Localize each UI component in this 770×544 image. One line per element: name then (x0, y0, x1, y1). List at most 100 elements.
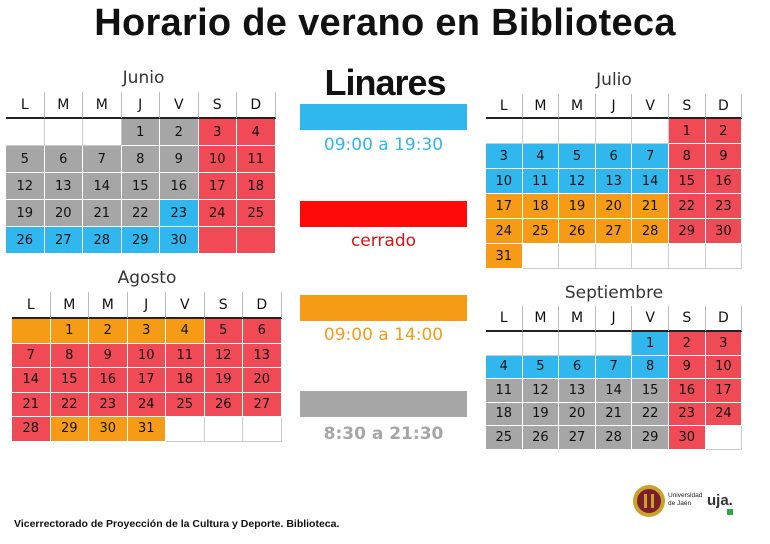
calendar-day-cell: 21 (12, 392, 51, 417)
calendar-day-cell (632, 244, 669, 269)
calendar-day-cell: 3 (486, 144, 523, 169)
calendar-day-cell: 12 (6, 173, 45, 200)
calendar-day-cell: 12 (204, 343, 243, 368)
weekday-header: D (243, 292, 282, 319)
weekday-header: M (89, 292, 128, 319)
calendar-day-cell (559, 119, 596, 144)
calendar-day-cell: 28 (83, 227, 122, 254)
calendar-day-cell: 9 (668, 355, 706, 379)
calendar-day-cell: 5 (6, 146, 45, 173)
calendar-day-cell (705, 244, 743, 269)
weekday-header: V (166, 292, 205, 319)
legend-bar-gray (300, 391, 467, 417)
calendar-day-cell (559, 332, 596, 356)
calendar-day-cell: 30 (705, 219, 743, 244)
calendar-day-cell: 24 (127, 392, 166, 417)
calendar-day-cell: 31 (486, 244, 523, 269)
calendar-day-cell: 14 (83, 173, 122, 200)
calendar-day-cell: 20 (44, 200, 83, 227)
calendar-day-cell: 17 (198, 173, 237, 200)
legend-bar-blue (300, 104, 467, 130)
weekday-header: M (522, 94, 560, 119)
calendar-day-cell: 19 (522, 402, 560, 426)
calendar-day-cell (595, 332, 633, 356)
calendar-day-cell: 11 (486, 379, 523, 403)
calendar-day-cell: 28 (12, 417, 51, 442)
calendar-day-cell: 21 (83, 200, 122, 227)
calendar-day-cell: 13 (243, 343, 282, 368)
calendar-day-cell: 26 (522, 426, 560, 450)
calendar-day-cell: 14 (12, 368, 51, 393)
calendar-day-cell: 19 (204, 368, 243, 393)
calendar-day-cell: 22 (50, 392, 89, 417)
calendar-day-cell: 17 (705, 379, 743, 403)
calendar-day-cell (668, 244, 706, 269)
calendar-day-cell: 23 (89, 392, 128, 417)
calendar-day-cell: 1 (121, 119, 160, 146)
calendar-day-cell: 27 (44, 227, 83, 254)
calendar-day-cell: 9 (705, 144, 743, 169)
calendar-month-name: Agosto (117, 268, 177, 288)
calendar-day-cell (595, 119, 633, 144)
calendar-day-cell (486, 332, 523, 356)
calendar-day-cell: 27 (559, 426, 596, 450)
calendar-day-cell: 6 (595, 144, 633, 169)
calendar-day-cell: 15 (50, 368, 89, 393)
calendar-day-cell: 17 (127, 368, 166, 393)
calendar-day-cell (12, 319, 51, 344)
calendar-day-cell: 27 (595, 219, 633, 244)
university-name-line1: Universidad (668, 492, 703, 499)
calendar-day-cell: 9 (160, 146, 199, 173)
calendar-day-cell (705, 426, 743, 450)
calendar-day-cell: 18 (237, 173, 276, 200)
calendar-day-cell: 5 (559, 144, 596, 169)
calendar-day-cell (6, 119, 45, 146)
calendar-day-cell: 30 (668, 426, 706, 450)
calendar-day-cell: 15 (121, 173, 160, 200)
calendar-day-cell: 2 (160, 119, 199, 146)
calendar-day-cell: 8 (668, 144, 706, 169)
weekday-header: M (50, 292, 89, 319)
legend-label-blue: 09:00 a 19:30 (323, 135, 444, 155)
calendar-day-cell (83, 119, 122, 146)
calendar-day-cell: 3 (705, 332, 743, 356)
calendar-day-cell: 10 (486, 169, 523, 194)
calendar-day-cell: 23 (705, 194, 743, 219)
calendar-day-cell: 13 (44, 173, 83, 200)
calendar-day-cell: 30 (89, 417, 128, 442)
calendar-day-cell: 19 (6, 200, 45, 227)
university-logo: Universidad de Jaén (632, 484, 707, 518)
calendar-day-cell: 16 (705, 169, 743, 194)
calendar-month-name: Junio (122, 68, 165, 88)
university-name-line2: de Jaén (668, 499, 692, 507)
weekday-header: D (705, 306, 743, 332)
legend-bar-red (300, 201, 467, 227)
page-subtitle: Linares (324, 62, 446, 103)
calendar-grid: L M M J V S D 1 2 3 4 5 6 7 8 9 10 11 12 13 14 15 16 17 18 19 20 21… (486, 94, 743, 269)
calendar-day-cell: 12 (559, 169, 596, 194)
weekday-header: S (668, 94, 706, 119)
calendar-day-cell: 8 (121, 146, 160, 173)
calendar-day-cell: 29 (668, 219, 706, 244)
weekday-header: M (83, 92, 122, 119)
calendar-day-cell: 13 (559, 379, 596, 403)
weekday-header: V (160, 92, 199, 119)
calendar-day-cell (559, 244, 596, 269)
calendar-day-cell: 10 (705, 355, 743, 379)
calendar-day-cell: 6 (559, 355, 596, 379)
calendar-day-cell: 12 (522, 379, 560, 403)
calendar-day-cell: 18 (486, 402, 523, 426)
calendar-day-cell: 29 (632, 426, 669, 450)
page-title: Horario de verano en Biblioteca (94, 2, 676, 44)
weekday-header: M (559, 306, 596, 332)
weekday-header: D (705, 94, 743, 119)
calendar-day-cell: 20 (559, 402, 596, 426)
calendar-day-cell: 27 (243, 392, 282, 417)
calendar-day-cell (198, 227, 237, 254)
calendar-day-cell (243, 417, 282, 442)
calendar-day-cell: 3 (127, 319, 166, 344)
footer-credit: Vicerrectorado de Proyección de la Cultu… (14, 518, 340, 530)
weekday-header: V (632, 306, 669, 332)
weekday-header: L (6, 92, 45, 119)
calendar-day-cell: 25 (486, 426, 523, 450)
